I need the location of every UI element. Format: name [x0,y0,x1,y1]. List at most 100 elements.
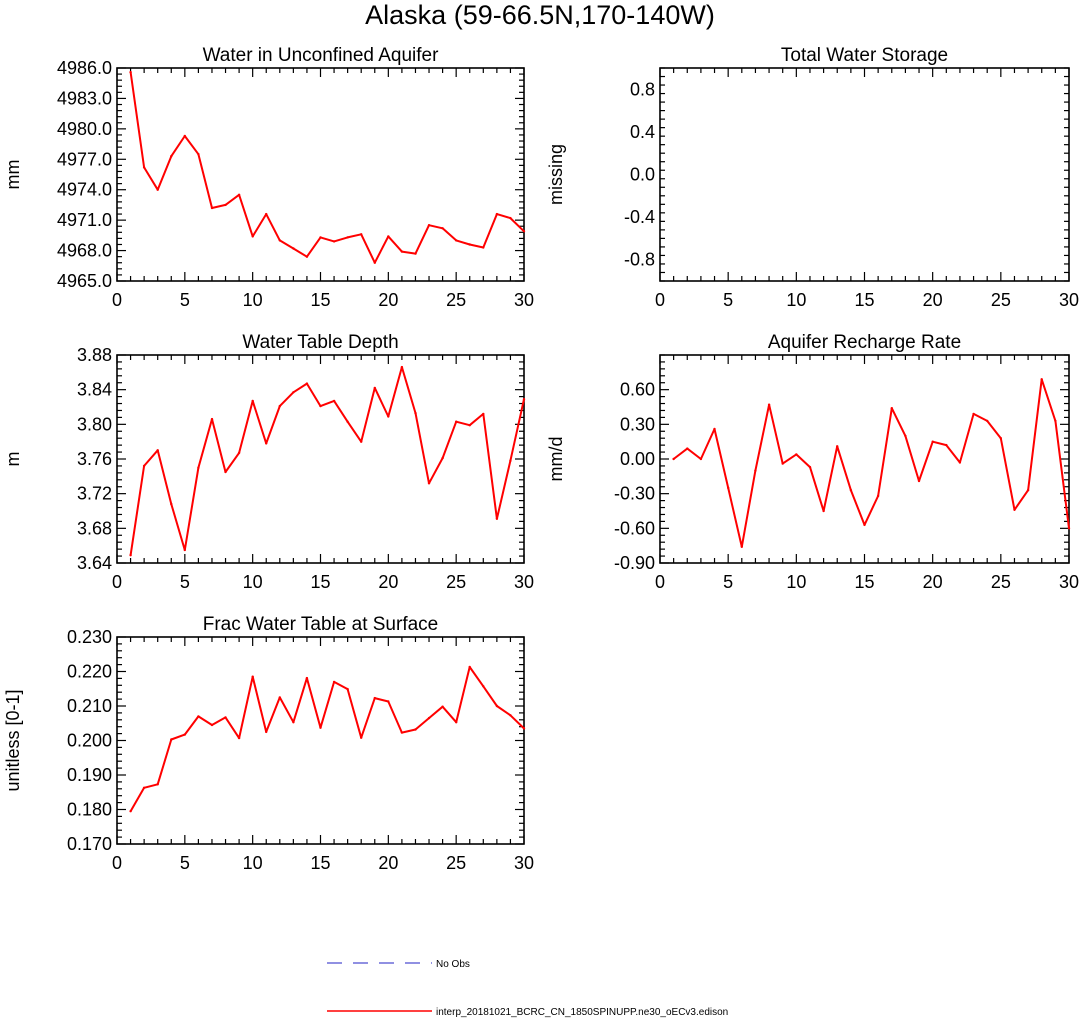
data-point [931,440,934,443]
data-point [319,236,322,239]
data-point [427,224,431,227]
data-point [292,247,295,250]
data-point [495,704,499,708]
data-point [346,687,349,691]
y-tick-label: -0.8 [624,250,655,270]
data-point [265,442,268,445]
y-tick-label: 0.30 [620,414,655,434]
y-tick-label: 0.0 [630,165,655,185]
data-point [686,447,689,450]
data-point [468,424,471,427]
legend: No Obs interp_20181021_BCRC_CN_1850SPINUP… [327,959,728,1018]
y-tick-label: 0.230 [67,627,112,647]
y-tick-label: 4983.0 [57,88,112,108]
data-point [170,502,173,506]
data-point [183,134,186,138]
data-point [237,451,241,455]
data-point [197,153,200,156]
data-point [468,665,471,669]
data-point [373,261,376,264]
data-point [455,239,458,242]
series-line [129,366,525,556]
data-point [400,250,404,253]
y-axis-label: unitless [0-1] [3,689,23,791]
data-point [210,723,214,727]
data-point [210,417,214,421]
x-tick-label: 0 [655,290,665,310]
x-tick-label: 10 [243,853,263,873]
data-point [183,733,186,736]
data-point [754,469,757,472]
y-tick-label: 0.210 [67,696,112,716]
data-point [441,456,444,460]
data-point [156,783,159,786]
data-point [522,398,526,401]
data-point [332,240,336,243]
y-axis-label: m [3,452,23,467]
data-point [224,203,227,207]
data-point [672,457,675,461]
data-point [373,386,376,390]
y-tick-label: 0.00 [620,449,655,469]
data-point [224,716,227,719]
data-point [265,730,268,734]
data-point [142,464,146,468]
data-point [890,407,893,410]
data-point [346,420,349,423]
data-point [455,420,458,423]
data-point [387,700,390,703]
y-tick-label: -0.4 [624,207,655,227]
x-tick-label: 0 [112,572,122,592]
data-point [346,236,349,239]
data-point [332,680,336,684]
data-point [360,233,363,236]
panel-title: Aquifer Recharge Rate [768,332,961,353]
data-point [292,391,295,394]
data-point [360,736,363,739]
x-tick-label: 5 [180,572,190,592]
data-point [727,486,730,490]
data-point [863,523,866,527]
data-point [482,412,485,416]
y-tick-label: 0.220 [67,662,112,682]
data-point [142,786,146,789]
x-tick-label: 10 [786,572,806,592]
data-point [917,479,921,483]
data-point [278,404,281,408]
data-point [360,440,363,443]
legend-entry: No Obs [327,959,470,970]
chart-panel-2: Total Water Storage 0 5 10 15 20 25 30 -0.8 -0.4 0… [546,45,1079,310]
data-point [1067,527,1071,530]
panel-title: Frac Water Table at Surface [203,614,439,635]
x-tick-label: 20 [923,572,943,592]
series-line [129,71,525,264]
y-tick-label: 4968.0 [57,241,112,261]
panel-title: Water in Unconfined Aquifer [203,45,440,66]
data-point [958,461,962,464]
y-tick-label: 3.80 [77,414,112,434]
x-tick-label: 5 [180,853,190,873]
chart-panels: Water in Unconfined Aquifer 0 5 10 15 20 25 30 4… [3,45,1079,873]
y-tick-label: 3.64 [77,553,112,573]
data-point [455,721,458,724]
x-tick-label: 25 [991,290,1011,310]
data-point [183,548,186,552]
y-tick-label: 3.72 [77,484,112,504]
y-tick-label: 3.68 [77,518,112,538]
y-tick-label: 4965.0 [57,271,112,291]
chart-panel-5: Frac Water Table at Surface 0 5 10 15 20 25 30 0… [3,614,534,873]
data-point [305,382,309,385]
data-point [129,554,132,557]
data-point [292,721,295,724]
y-tick-label: 3.76 [77,449,112,469]
y-tick-label: 3.88 [77,345,112,365]
x-tick-label: 30 [514,853,534,873]
y-axis-label: mm/d [546,437,566,482]
y-tick-label: 0.200 [67,731,112,751]
data-point [876,494,880,498]
y-axis-label: mm [3,160,23,190]
x-tick-label: 30 [514,290,534,310]
data-point [305,676,309,680]
data-point [808,465,812,469]
x-tick-label: 15 [310,572,330,592]
